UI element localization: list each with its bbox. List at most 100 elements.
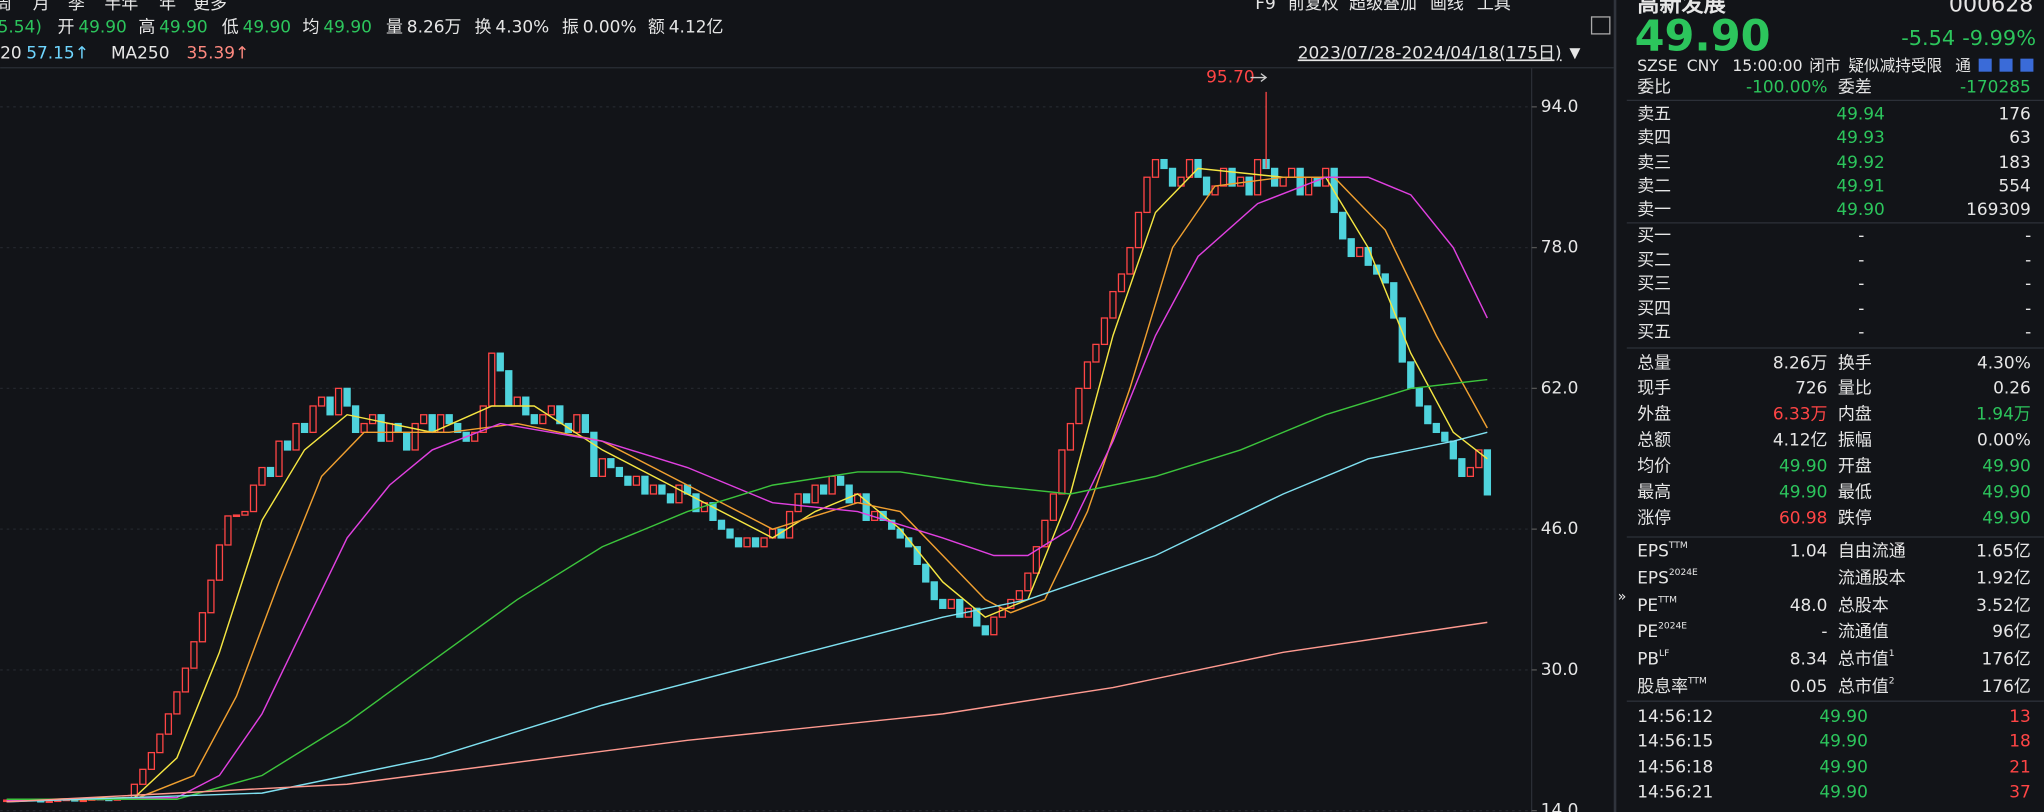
row-label: 委比 — [1637, 76, 1671, 96]
candle-body — [973, 607, 981, 627]
fund-label: EPS2024E — [1637, 568, 1698, 588]
book-volume: - — [2025, 225, 2031, 245]
wp-icon[interactable] — [1590, 16, 1611, 35]
stat-label: 最高 — [1637, 482, 1671, 502]
row-value: -170285 — [1960, 76, 2031, 96]
fund-value: 8.34 — [1790, 649, 1828, 669]
tool-button[interactable]: 工具 — [1477, 0, 1511, 13]
candle-body — [862, 493, 870, 521]
stat-label: 开盘 — [1838, 456, 1872, 476]
meta: 15:00:00 — [1732, 56, 1802, 75]
tool-button[interactable]: F9 — [1255, 0, 1276, 13]
trade-volume: 18 — [2009, 731, 2031, 751]
book-label: 买三 — [1637, 273, 1671, 293]
stock-name: 高新发展 — [1637, 0, 1726, 18]
book-volume: - — [2025, 273, 2031, 293]
book-volume: - — [2025, 250, 2031, 270]
candle-body — [1041, 519, 1049, 548]
quote-value: 49.90 — [159, 16, 208, 36]
fund-label-sup: 2024E — [1658, 621, 1687, 631]
stat-label: 内盘 — [1838, 403, 1872, 423]
fund-label: 流通值 — [1838, 621, 1889, 641]
period-tab[interactable]: 月 — [33, 0, 50, 13]
candle-body — [351, 405, 360, 434]
stat-value: 49.90 — [1982, 456, 2031, 476]
candle-body — [1390, 282, 1398, 319]
stat-value: 4.12亿 — [1773, 430, 1828, 450]
candle-body — [232, 514, 241, 518]
candle-body — [709, 502, 717, 521]
stat-label: 外盘 — [1637, 403, 1671, 423]
y-tick-label: 46.0 — [1541, 518, 1579, 538]
stat-value: 8.26万 — [1773, 353, 1828, 373]
stat-value: 726 — [1795, 377, 1827, 397]
candle-body — [1049, 493, 1058, 521]
meta: 通 — [1955, 56, 1971, 75]
trade-time: 14:56:12 — [1637, 706, 1713, 726]
candle-body — [794, 493, 802, 513]
tool-button[interactable]: 画线 — [1430, 0, 1464, 13]
stat-value: 6.33万 — [1773, 403, 1828, 423]
candle-body — [1356, 246, 1364, 258]
candle-body — [377, 414, 385, 442]
fund-label-text: PB — [1637, 649, 1659, 669]
stat-value: 49.90 — [1982, 482, 2031, 502]
row-value: -100.00% — [1746, 76, 1827, 96]
stat-label: 最低 — [1838, 482, 1872, 502]
quote-value: 4.30% — [495, 16, 549, 36]
meta: 闭市 — [1809, 56, 1840, 75]
candle-body — [275, 440, 283, 478]
collapse-toggle[interactable]: » — [1618, 589, 1627, 605]
ma-line — [6, 378, 1488, 800]
fund-label: 总市值1 — [1838, 648, 1895, 668]
fund-label: 自由流通 — [1838, 540, 1906, 560]
candle-body — [1151, 158, 1160, 178]
book-label: 买四 — [1637, 298, 1671, 318]
trade-price: 49.90 — [1819, 781, 1868, 801]
book-volume: - — [2025, 321, 2031, 341]
period-tab[interactable]: 周 — [0, 0, 12, 13]
fund-label-sup: 1 — [1889, 648, 1895, 658]
candle-body — [181, 667, 190, 693]
date-range[interactable]: 2023/07/28-2024/04/18(175日) — [1298, 42, 1562, 62]
candle-body — [1296, 167, 1304, 196]
candle-body — [198, 612, 207, 643]
row-label: 委差 — [1838, 76, 1872, 96]
icon[interactable] — [1999, 58, 2013, 72]
candle-body — [1058, 449, 1066, 495]
icon[interactable] — [2020, 58, 2034, 72]
period-tab[interactable]: 季 — [68, 0, 85, 13]
book-price: 49.94 — [1836, 104, 1884, 124]
candle-body — [1219, 167, 1228, 187]
high-label: 95.70 — [1206, 67, 1254, 87]
book-volume: 169309 — [1966, 199, 2031, 219]
candle-body — [1211, 185, 1219, 196]
candle-body — [1424, 405, 1432, 425]
candle-body — [1466, 466, 1474, 478]
period-tab[interactable]: 更多 — [193, 0, 227, 13]
period-tab[interactable]: 年 — [159, 0, 176, 13]
candle-body — [1117, 273, 1126, 293]
tool-button[interactable]: 超级叠加 — [1349, 0, 1417, 13]
book-price: 49.92 — [1836, 152, 1884, 172]
candle-body — [802, 493, 811, 504]
quote-value: 4.12亿 — [669, 16, 724, 36]
fund-label-text: EPS — [1637, 568, 1669, 588]
price-pct: -9.99% — [1962, 26, 2036, 50]
icon[interactable] — [1978, 58, 1992, 72]
period-tab[interactable]: 半年 — [104, 0, 138, 13]
candle-body — [505, 370, 513, 407]
book-label: 卖一 — [1637, 199, 1671, 219]
candle-body — [1083, 361, 1092, 390]
stat-label: 总额 — [1637, 430, 1671, 450]
candle-body — [1092, 343, 1100, 363]
candle-body — [1253, 158, 1262, 196]
stat-value: 49.90 — [1779, 456, 1828, 476]
candle-body — [513, 396, 521, 407]
y-tick-label: 94.0 — [1541, 96, 1579, 116]
candle-body — [1449, 440, 1457, 460]
tool-button[interactable]: 前复权 — [1288, 0, 1339, 13]
range-dropdown[interactable]: ▼ — [1569, 45, 1580, 61]
fund-label: 总股本 — [1838, 595, 1889, 615]
stat-value: 0.00% — [1977, 430, 2031, 450]
